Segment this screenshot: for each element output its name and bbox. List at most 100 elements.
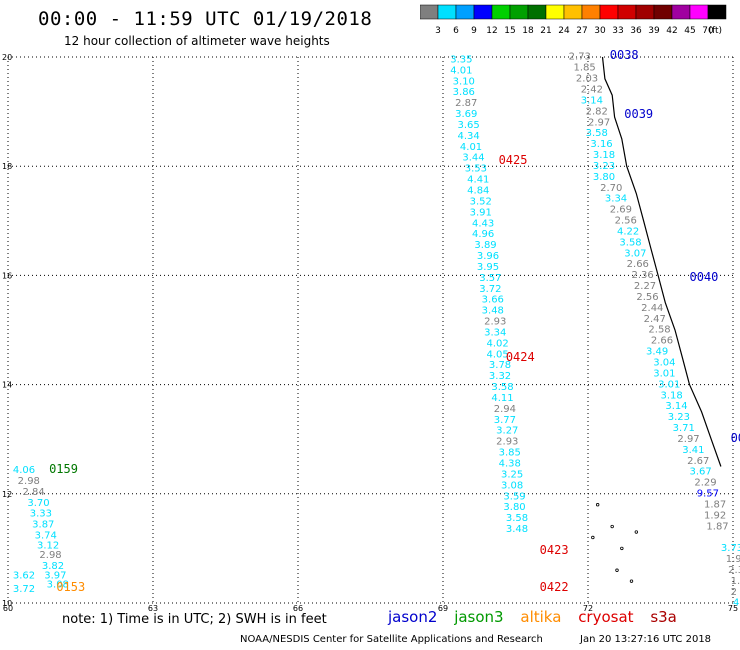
wave-height-label: 3.23: [593, 161, 615, 172]
wave-height-label: 1.85: [574, 63, 596, 74]
generated-timestamp: Jan 20 13:27:16 UTC 2018: [580, 634, 712, 645]
island: [595, 503, 600, 507]
x-tick-label: 75: [728, 604, 738, 612]
wave-height-label: 3.33: [30, 509, 52, 520]
wave-height-label: 4.84: [467, 186, 489, 197]
wave-height-label: 3.72: [13, 584, 35, 595]
wave-height-label: 2.44: [641, 303, 663, 314]
wave-height-label: 3.34: [484, 327, 506, 338]
wave-height-label: 4.01: [460, 142, 482, 153]
wave-height-label: 3.66: [482, 295, 504, 306]
scale-label: 30: [594, 26, 606, 36]
scale-swatch: [707, 4, 727, 20]
wave-height-label: 9.57: [697, 489, 719, 500]
scale-label: 70: [702, 26, 714, 36]
wave-height-label: 3.49: [646, 347, 668, 358]
x-tick-label: 72: [583, 604, 593, 612]
scale-label: 6: [453, 26, 459, 36]
wave-height-label: 3.87: [32, 520, 54, 531]
wave-height-label: 3.41: [682, 445, 704, 456]
wave-height-label: 2.3: [728, 565, 740, 576]
pass-time-label: 0425: [499, 153, 528, 167]
wave-height-label: 1.87: [704, 499, 726, 510]
scale-label: 36: [630, 26, 642, 36]
island: [615, 568, 619, 572]
wave-height-label: 3.58: [586, 128, 608, 139]
wave-height-label: 3.18: [593, 150, 615, 161]
y-tick-label: 12: [2, 490, 12, 499]
x-tick-label: 69: [438, 604, 448, 612]
wave-height-label: 3.89: [474, 240, 496, 251]
pass-time-label: 0422: [540, 580, 569, 594]
y-tick-label: 10: [2, 599, 12, 608]
wave-height-label: 2: [731, 587, 737, 598]
wave-height-label: 3.01: [653, 368, 675, 379]
wave-height-label: 3.34: [605, 194, 627, 205]
wave-height-label: 2.87: [455, 98, 477, 109]
wave-height-label: 3.01: [658, 379, 680, 390]
wave-height-label: 1.6: [731, 576, 740, 587]
credit-line: NOAA/NESDIS Center for Satellite Applica…: [240, 634, 543, 645]
wave-height-label: 3.91: [470, 207, 492, 218]
scale-label: 15: [504, 26, 515, 36]
wave-height-label: 1.93: [726, 554, 740, 565]
wave-height-label: 3.95: [477, 262, 499, 273]
wave-height-label: 2.42: [581, 84, 603, 95]
wave-height-label: 2.47: [644, 314, 666, 325]
satellite-legend: jason2 jason3 altika cryosat s3a: [388, 608, 689, 626]
wave-height-label: 3.85: [499, 448, 521, 459]
wave-height-label: 1.87: [706, 521, 728, 532]
wave-height-label: 2.97: [677, 434, 699, 445]
wave-height-label: 2.98: [39, 550, 61, 561]
wave-height-label: 3.10: [453, 76, 475, 87]
wave-height-label: 4.34: [458, 131, 480, 142]
x-tick-label: 60: [3, 604, 13, 612]
wave-height-label: 4.11: [491, 393, 513, 404]
wave-height-label: 3.62: [13, 570, 35, 581]
wave-height-label: 3.58: [491, 382, 513, 393]
wave-height-label: 4.05: [487, 349, 509, 360]
wave-height-label: 2.66: [651, 336, 673, 347]
scale-label: 18: [522, 26, 534, 36]
wave-height-label: 2.82: [586, 106, 608, 117]
x-tick-label: 63: [148, 604, 158, 612]
chart-title: 00:00 - 11:59 UTC 01/19/2018: [38, 8, 373, 30]
wave-height-label: 2.93: [496, 437, 518, 448]
wave-height-label: 2.66: [627, 259, 649, 270]
wave-height-label: 3.27: [496, 426, 518, 437]
chart-subtitle: 12 hour collection of altimeter wave hei…: [64, 34, 330, 48]
wave-height-label: 2.29: [694, 478, 716, 489]
scale-label: 27: [576, 26, 587, 36]
wave-height-label: 3.70: [27, 498, 49, 509]
scale-label: 21: [540, 26, 551, 36]
wave-height-label: 3.80: [593, 172, 615, 183]
wave-height-label: 2.70: [600, 183, 622, 194]
wave-height-label: 2.97: [588, 117, 610, 128]
wave-height-color-scale: 3 6 9 12 15 18 21 24 27 30 33 36 39 42 45 70(ft): [420, 4, 727, 36]
wave-height-label: 3.53: [465, 164, 487, 175]
wave-height-label: 3.77: [494, 415, 516, 426]
wave-height-label: 3.08: [47, 580, 69, 591]
legend-jason3: jason3: [454, 608, 504, 626]
legend-jason2: jason2: [388, 608, 438, 626]
y-tick-label: 18: [2, 162, 12, 171]
wave-height-label: 4.43: [472, 218, 494, 229]
island: [591, 535, 595, 540]
wave-height-label: 3.08: [501, 480, 523, 491]
scale-label: 9: [471, 26, 477, 36]
pass-time-label: 0153: [56, 580, 85, 594]
wave-height-label: 2.69: [610, 205, 632, 216]
wave-height-label: 3.97: [44, 570, 66, 581]
wave-height-label: 4.38: [499, 459, 521, 470]
wave-height-label: 2.98: [18, 476, 40, 487]
island: [620, 546, 624, 551]
pass-time-label: 0424: [506, 350, 535, 364]
wave-height-label: 3.74: [35, 531, 57, 542]
wave-height-label: 2.58: [648, 325, 670, 336]
wave-height-label: 2.84: [23, 487, 45, 498]
wave-height-label: 3.04: [653, 357, 675, 368]
wave-height-label: 3.12: [37, 540, 59, 551]
wave-height-label: 4.22: [617, 226, 639, 237]
scale-label: 12: [486, 26, 497, 36]
